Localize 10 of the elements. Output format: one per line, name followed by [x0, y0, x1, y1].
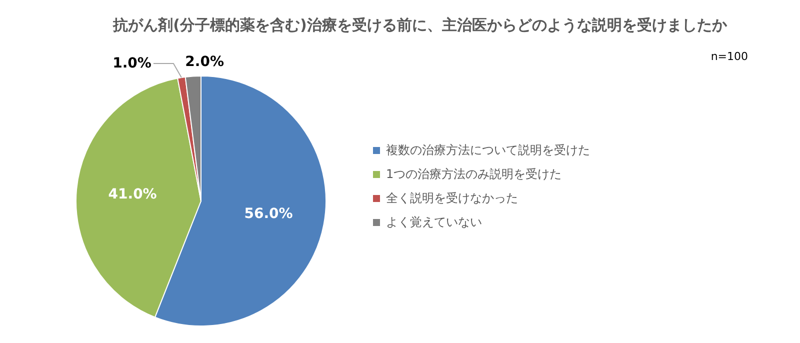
legend-label: 全く説明を受けなかった — [386, 190, 518, 207]
legend-label: 複数の治療方法について説明を受けた — [386, 142, 590, 159]
data-label: 1.0% — [112, 56, 152, 72]
legend-label: 1つの治療方法のみ説明を受けた — [386, 166, 562, 183]
legend-label: よく覚えていない — [386, 214, 482, 231]
data-label: 41.0% — [108, 186, 157, 203]
chart-title: 抗がん剤(分子標的薬を含む)治療を受ける前に、主治医からどのような説明を受けましたか — [112, 15, 728, 35]
text: n=100 — [710, 50, 748, 63]
data-label: 56.0% — [244, 206, 293, 222]
data-label: 2.0% — [185, 54, 224, 70]
